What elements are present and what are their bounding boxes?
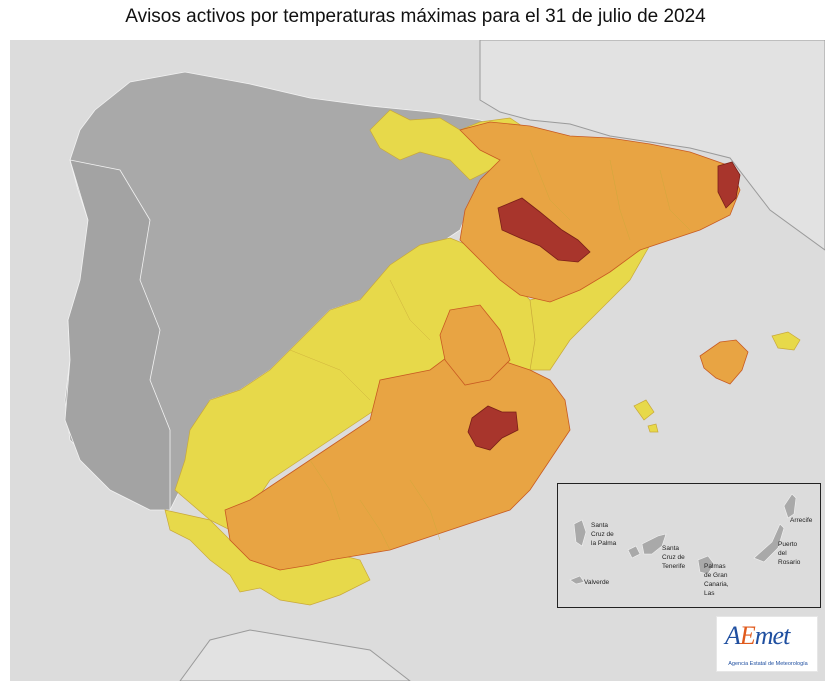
label-puerto-rosario: Puerto del Rosario — [778, 541, 801, 566]
warning-orange-northeast — [459, 121, 741, 303]
formentera-yellow — [647, 423, 659, 433]
la-gomera-island — [627, 545, 641, 559]
france-land — [479, 40, 825, 251]
africa-land — [179, 629, 411, 681]
tenerife-island — [641, 533, 667, 555]
label-arrecife: Arrecife — [790, 517, 813, 524]
la-palma-island — [573, 519, 587, 547]
label-santa-cruz-tenerife: Santa Cruz de Tenerife — [662, 545, 686, 570]
label-santa-cruz-palma: Santa Cruz de la Palma — [591, 522, 617, 547]
gran-canaria-island — [697, 555, 715, 575]
label-las-palmas: Palmas de Gran Canaria, Las — [704, 563, 729, 597]
ibiza-yellow — [633, 399, 655, 421]
warning-red-albacete — [467, 405, 519, 451]
aemet-logo: AEmet Agencia Estatal de Meteorología — [716, 616, 818, 672]
aemet-logo-subtitle: Agencia Estatal de Meteorología — [728, 661, 808, 667]
warning-orange-southeast — [224, 339, 571, 571]
mallorca-orange — [699, 339, 749, 385]
lanzarote-island — [783, 493, 797, 519]
peninsula-map — [64, 40, 825, 681]
region-borders — [289, 149, 691, 551]
menorca-yellow — [771, 331, 801, 351]
warning-red-emporda — [717, 161, 741, 209]
fuerteventura-island — [753, 523, 785, 563]
el-hierro-island — [569, 575, 585, 585]
aemet-logo-mark: AEmet — [725, 621, 790, 650]
portugal-grey — [64, 159, 171, 511]
map-canvas[interactable] — [10, 40, 825, 681]
warning-orange-central — [439, 304, 511, 386]
map-title: Avisos activos por temperaturas máximas … — [125, 6, 706, 27]
canary-islands-inset: Santa Cruz de la Palma Santa Cruz de Ten… — [557, 483, 821, 608]
warning-red-ebro — [497, 197, 591, 263]
label-valverde: Valverde — [584, 579, 610, 586]
canary-map — [569, 493, 797, 585]
